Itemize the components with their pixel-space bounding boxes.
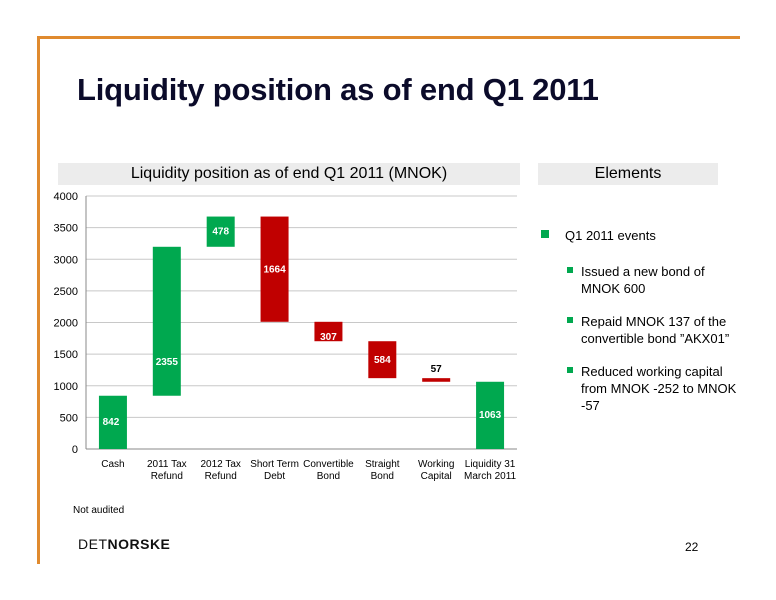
data-label: 1063 <box>479 410 502 421</box>
page-number: 22 <box>685 540 699 554</box>
chart-header: Liquidity position as of end Q1 2011 (MN… <box>58 163 520 185</box>
slide-title: Liquidity position as of end Q1 2011 <box>77 72 599 107</box>
green-square-icon <box>541 230 549 238</box>
bullet-sub-text: Repaid MNOK 137 of the convertible bond … <box>581 314 730 346</box>
y-tick-label: 0 <box>72 444 78 456</box>
logo-part1: DET <box>78 536 108 552</box>
data-label: 307 <box>320 332 337 343</box>
bullet-main-text: Q1 2011 events <box>565 228 656 243</box>
x-tick-label: Cash <box>101 459 124 470</box>
y-tick-label: 1500 <box>54 349 78 361</box>
bar <box>368 341 397 379</box>
y-tick-label: 3000 <box>54 254 78 266</box>
footnote: Not audited <box>73 505 125 516</box>
x-tick-label: Short Term Debt <box>250 459 299 482</box>
bullet-sub: Issued a new bond of MNOK 600 <box>541 263 741 297</box>
y-tick-label: 4000 <box>54 191 78 203</box>
x-tick-label: Straight Bond <box>365 459 400 482</box>
y-tick-label: 2500 <box>54 286 78 298</box>
y-tick-label: 2000 <box>54 318 78 330</box>
bullet-sub-text: Reduced working capital from MNOK -252 t… <box>581 364 737 413</box>
green-square-icon <box>567 267 573 273</box>
bar <box>422 378 451 382</box>
x-tick-label: 2012 Tax Refund <box>200 459 240 482</box>
x-tick-label: Liquidity 31 March 2011 <box>464 459 517 482</box>
green-square-icon <box>567 367 573 373</box>
bar <box>260 216 289 322</box>
elements-header: Elements <box>538 163 718 185</box>
logo-part2: NORSKE <box>107 536 171 552</box>
left-accent-rule <box>37 36 40 564</box>
data-label: 842 <box>103 417 120 428</box>
company-logo: DETNORSKE <box>78 536 170 552</box>
data-label: 1664 <box>263 265 286 276</box>
bar <box>314 321 343 342</box>
x-tick-label: Convertible Bond <box>303 459 354 482</box>
bullet-sub: Reduced working capital from MNOK -252 t… <box>541 363 741 414</box>
y-tick-label: 1000 <box>54 381 78 393</box>
top-accent-rule <box>37 36 740 39</box>
elements-list: Q1 2011 events Issued a new bond of MNOK… <box>541 228 741 430</box>
bar <box>476 381 505 449</box>
bar <box>98 395 127 449</box>
y-tick-label: 500 <box>60 412 78 424</box>
bar <box>206 216 235 247</box>
x-tick-label: 2011 Tax Refund <box>147 459 187 482</box>
bullet-main: Q1 2011 events <box>541 228 741 243</box>
data-label: 57 <box>431 364 443 375</box>
data-label: 584 <box>374 355 391 366</box>
data-label: 478 <box>212 227 229 238</box>
green-square-icon <box>567 317 573 323</box>
x-tick-label: Working Capital <box>418 459 455 482</box>
data-label: 2355 <box>156 357 179 368</box>
bullet-sub-text: Issued a new bond of MNOK 600 <box>581 264 705 296</box>
bar <box>152 246 181 396</box>
y-tick-label: 3500 <box>54 223 78 235</box>
bullet-sub: Repaid MNOK 137 of the convertible bond … <box>541 313 741 347</box>
